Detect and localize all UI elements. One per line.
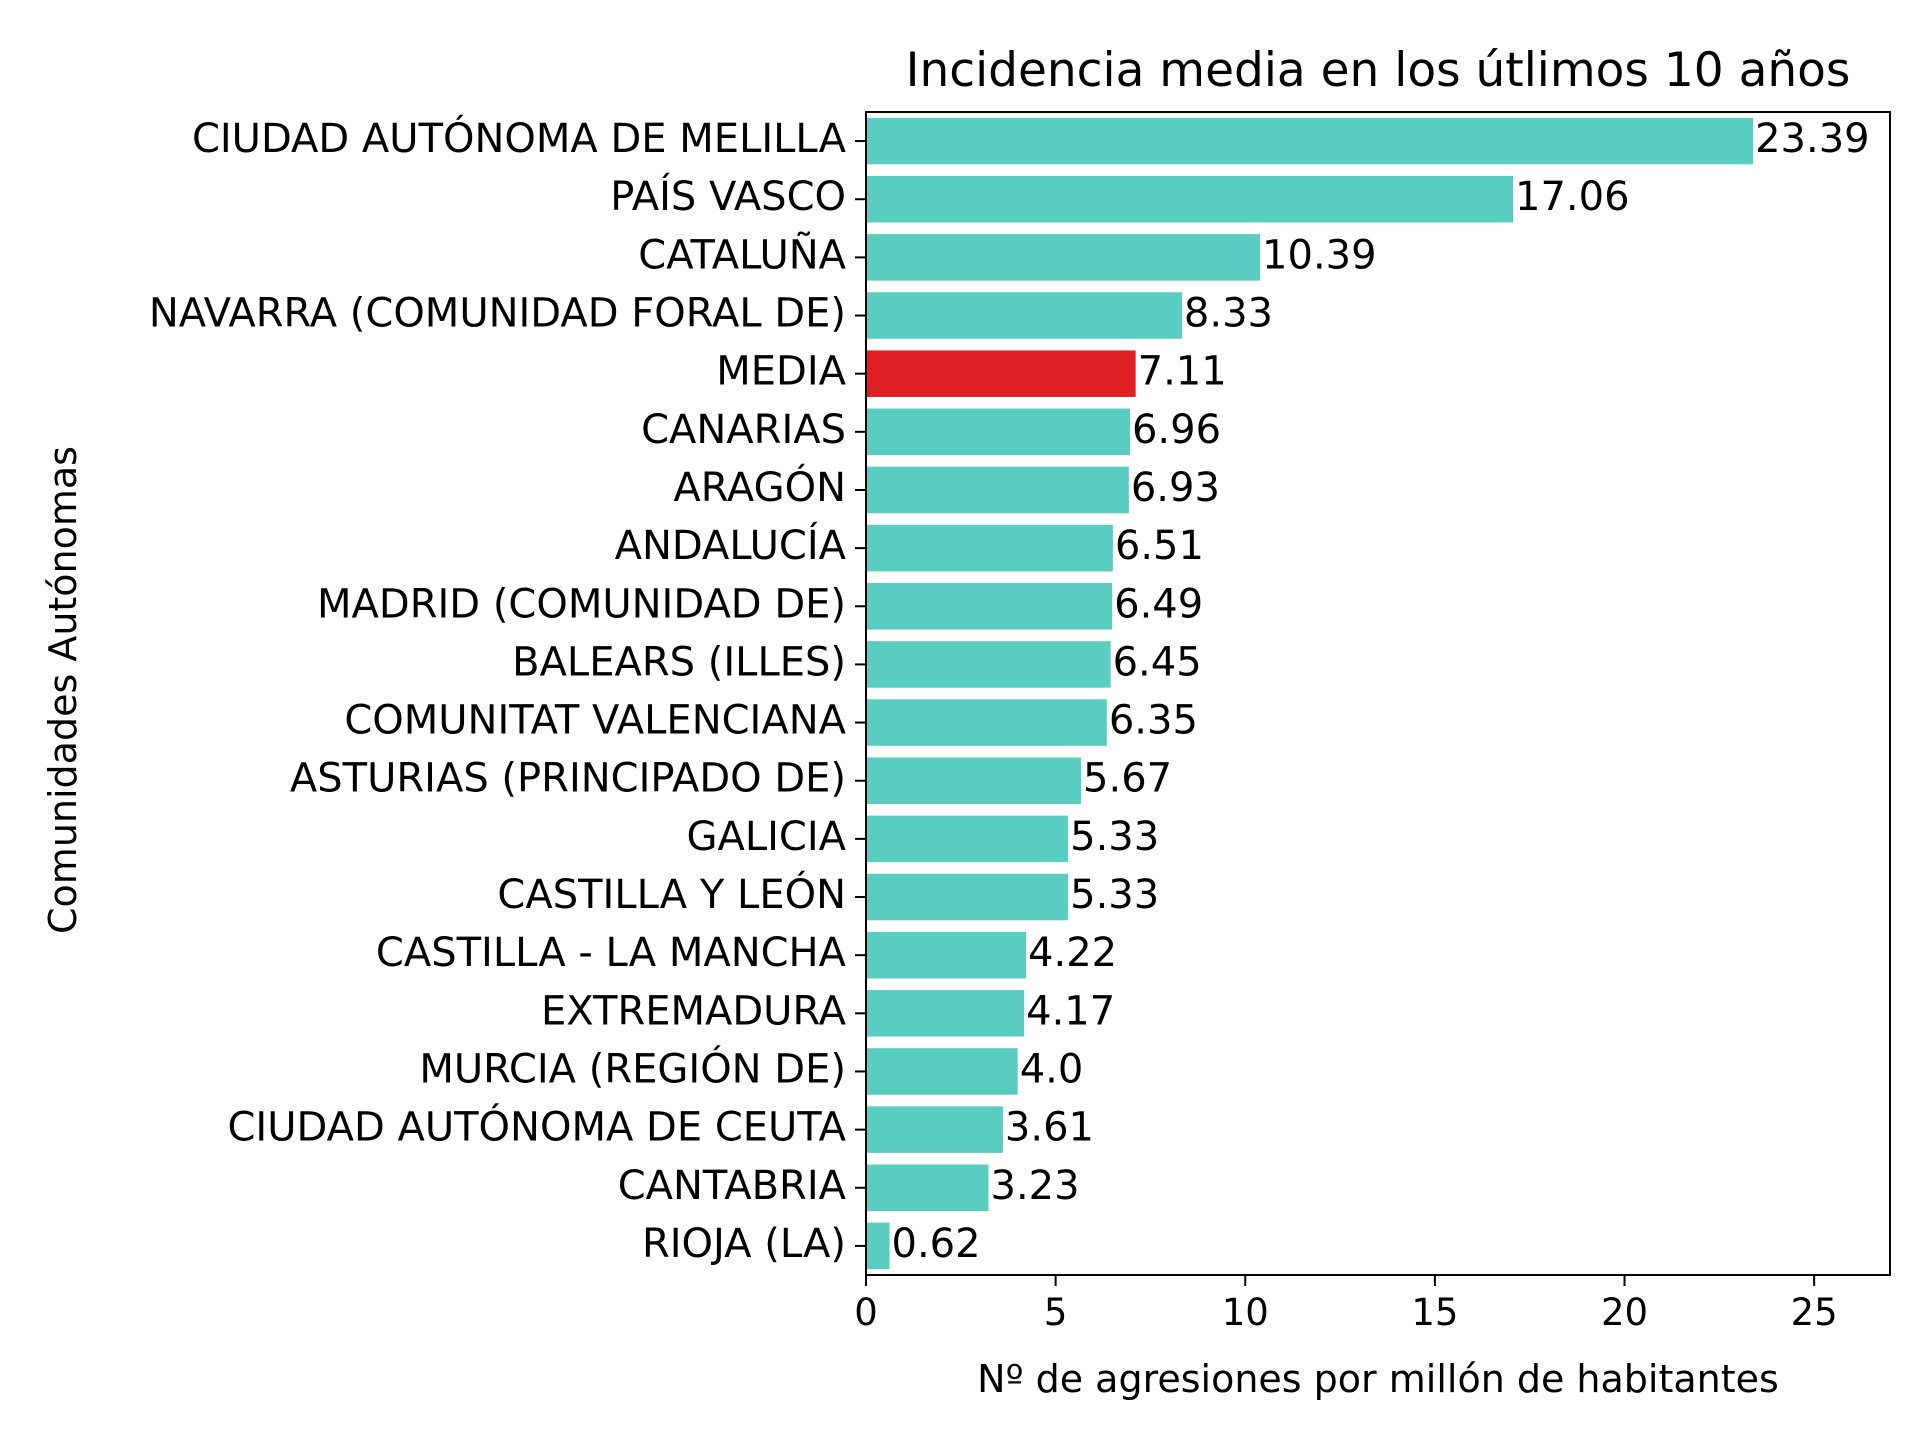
value-label: 3.23	[991, 1163, 1080, 1209]
y-tick-label: CASTILLA - LA MANCHA	[376, 930, 847, 976]
x-tick-label: 15	[1411, 1291, 1458, 1334]
plot-frame	[865, 111, 1891, 1276]
value-label: 4.0	[1020, 1046, 1084, 1092]
y-tick-label: COMUNITAT VALENCIANA	[344, 698, 846, 744]
value-label: 6.49	[1114, 581, 1203, 627]
x-axis-title: Nº de agresiones por millón de habitante…	[977, 1357, 1779, 1401]
bar	[866, 641, 1111, 688]
bar	[866, 408, 1130, 456]
bar	[866, 757, 1082, 804]
y-tick-label: NAVARRA (COMUNIDAD FORAL DE)	[149, 291, 846, 337]
value-label: 6.51	[1115, 523, 1204, 569]
axes-layer: CIUDAD AUTÓNOMA DE MELILLA PAÍS VASCO CATA…	[149, 111, 1891, 1334]
value-label: 3.61	[1005, 1105, 1094, 1151]
y-tick-label: MEDIA	[716, 349, 846, 395]
y-tick-label: ARAGÓN	[673, 463, 846, 511]
bar	[866, 350, 1136, 397]
value-label: 6.93	[1131, 465, 1220, 511]
value-label: 6.35	[1109, 698, 1198, 744]
bars-layer	[866, 117, 1754, 1270]
x-tick-label: 0	[854, 1291, 878, 1334]
y-tick-label: CASTILLA Y LEÓN	[497, 870, 846, 918]
bar	[866, 873, 1069, 921]
y-tick-label: MURCIA (REGIÓN DE)	[419, 1044, 846, 1092]
y-tick-label: CIUDAD AUTÓNOMA DE CEUTA	[228, 1103, 847, 1151]
value-label: 17.06	[1515, 174, 1630, 220]
bar	[866, 1048, 1018, 1095]
bar	[866, 524, 1113, 572]
value-labels-layer: 23.39 17.06 10.39 8.33 7.11 6.96 6.93 6.51 6.49 6…	[892, 116, 1870, 1267]
value-label: 6.45	[1113, 639, 1202, 685]
bar	[866, 1222, 890, 1270]
value-label: 5.33	[1070, 872, 1159, 918]
chart-title: Incidencia media en los útlimos 10 años	[906, 43, 1851, 98]
bar	[866, 1164, 989, 1212]
y-tick-label: ANDALUCÍA	[615, 521, 847, 569]
bar	[866, 699, 1107, 746]
y-tick-label: MADRID (COMUNIDAD DE)	[317, 581, 846, 627]
value-label: 4.22	[1028, 930, 1117, 976]
y-tick-label: BALEARS (ILLES)	[512, 639, 846, 685]
bar	[866, 931, 1027, 979]
y-tick-label: CIUDAD AUTÓNOMA DE MELILLA	[192, 114, 847, 162]
bar	[866, 815, 1069, 863]
x-tick-label: 20	[1601, 1291, 1648, 1334]
bar	[866, 990, 1025, 1037]
y-tick-label: ASTURIAS (PRINCIPADO DE)	[290, 756, 846, 802]
value-label: 5.33	[1070, 814, 1159, 860]
bar	[866, 175, 1514, 223]
value-label: 23.39	[1755, 116, 1870, 162]
bar	[866, 117, 1754, 165]
y-tick-label: PAÍS VASCO	[610, 172, 846, 220]
bar	[866, 466, 1129, 514]
value-label: 0.62	[892, 1221, 981, 1267]
y-tick-label: CANARIAS	[641, 407, 846, 453]
y-tick-label: RIOJA (LA)	[642, 1221, 846, 1267]
y-axis-title: Comunidades Autónomas	[41, 446, 85, 934]
y-tick-label: CANTABRIA	[618, 1163, 847, 1209]
bar	[866, 583, 1113, 630]
x-tick-label: 10	[1222, 1291, 1269, 1334]
y-tick-label: GALICIA	[686, 814, 846, 860]
bar	[866, 292, 1182, 339]
value-label: 8.33	[1184, 291, 1273, 337]
x-tick-label: 25	[1791, 1291, 1838, 1334]
x-tick-label: 5	[1044, 1291, 1068, 1334]
value-label: 5.67	[1083, 756, 1172, 802]
value-label: 4.17	[1026, 988, 1115, 1034]
bar	[866, 234, 1261, 281]
y-tick-label: EXTREMADURA	[541, 988, 847, 1034]
value-label: 7.11	[1138, 349, 1227, 395]
bar	[866, 1106, 1003, 1153]
value-label: 10.39	[1262, 232, 1377, 278]
y-tick-label: CATALUÑA	[638, 230, 846, 278]
value-label: 6.96	[1132, 407, 1221, 453]
